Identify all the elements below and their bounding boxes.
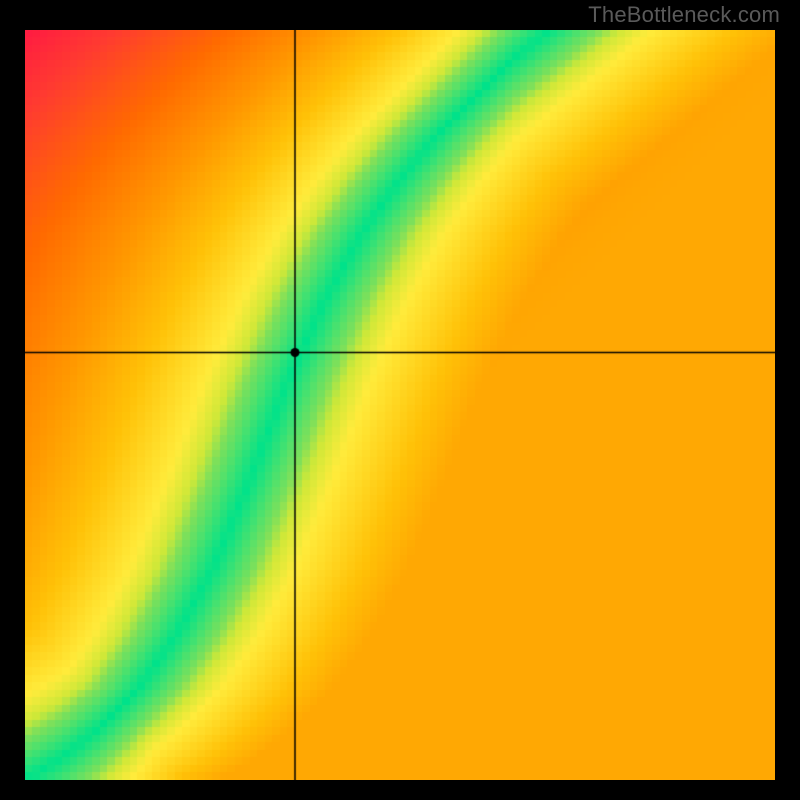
- root: TheBottleneck.com: [0, 0, 800, 800]
- plot-area: [25, 30, 775, 780]
- watermark-text: TheBottleneck.com: [588, 2, 780, 28]
- crosshair-overlay: [25, 30, 775, 780]
